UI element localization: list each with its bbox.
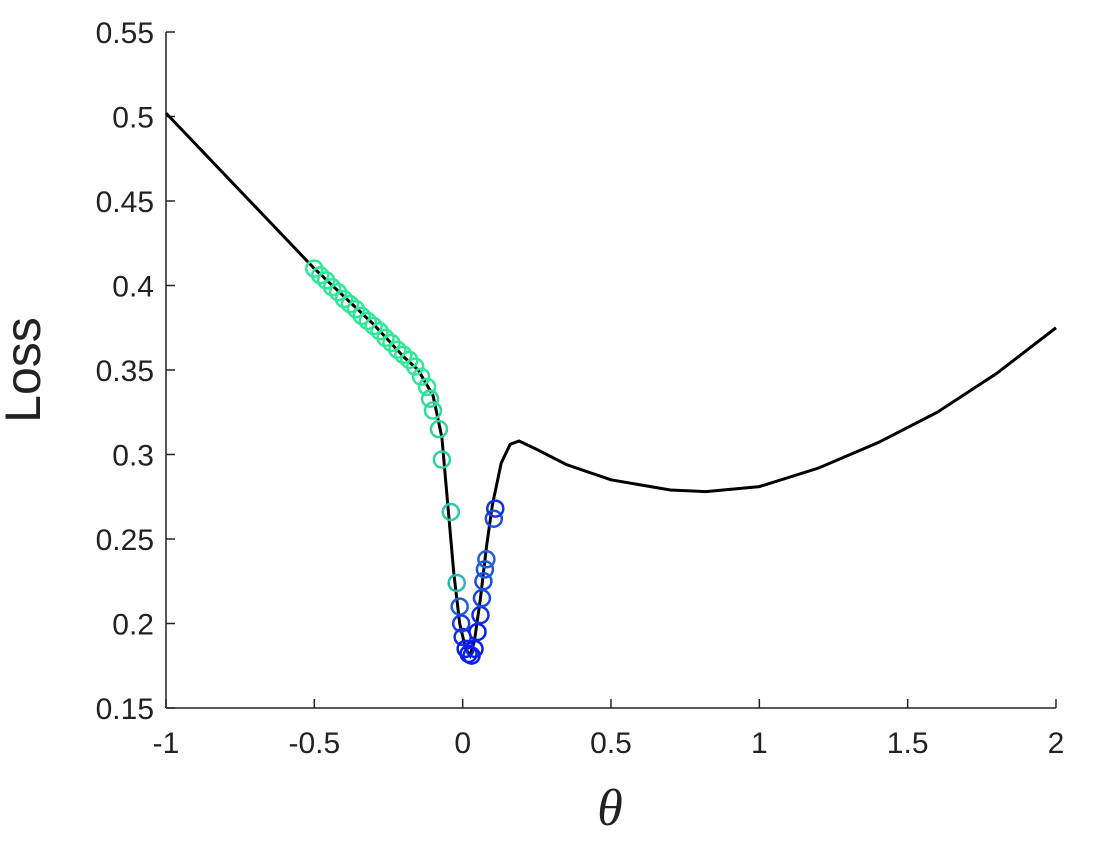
sample-point [322, 277, 342, 297]
sample-point [471, 605, 490, 625]
sample-point [475, 560, 495, 579]
sample-point [358, 311, 377, 331]
sample-point [484, 509, 504, 528]
sample-point [394, 345, 413, 365]
x-axis-label: θ [597, 780, 623, 837]
sample-point [311, 266, 330, 285]
sample-point [420, 389, 440, 408]
x-tick-label: 0 [454, 727, 471, 760]
y-tick-label: 0.2 [112, 609, 154, 642]
y-axis-label: Loss [0, 317, 51, 423]
y-tick-label: 0.45 [96, 186, 154, 219]
sample-point [432, 450, 452, 469]
sample-point [405, 357, 425, 376]
x-tick-label: 1 [751, 727, 768, 760]
sample-point [451, 614, 471, 633]
x-tick-label: 2 [1048, 727, 1065, 760]
sample-point [376, 328, 395, 348]
y-tick-label: 0.25 [96, 524, 154, 557]
sample-point [486, 499, 505, 518]
sample-point [474, 572, 493, 591]
sample-point [388, 340, 407, 359]
y-tick-label: 0.15 [96, 693, 154, 726]
sample-point [447, 573, 466, 593]
sample-point [340, 294, 360, 314]
sample-point [465, 639, 484, 659]
y-tick-label: 0.35 [96, 355, 154, 388]
sample-point [352, 306, 372, 326]
x-tick-label: 1.5 [887, 727, 929, 760]
sample-point [477, 550, 496, 569]
y-tick-label: 0.55 [96, 17, 154, 50]
y-tick-label: 0.4 [112, 271, 154, 304]
sample-point [364, 316, 383, 336]
sample-point [334, 289, 354, 309]
sample-point [411, 367, 431, 387]
sample-point [441, 502, 461, 522]
sample-point [468, 622, 487, 642]
y-tick-label: 0.3 [112, 440, 154, 473]
loss-curve [164, 112, 1057, 660]
x-tick-label: -1 [153, 727, 180, 760]
sample-point [423, 401, 443, 420]
y-tick-label: 0.5 [112, 102, 154, 135]
x-tick-label: 0.5 [590, 727, 632, 760]
sample-point [429, 419, 449, 439]
sample-point [417, 377, 437, 397]
x-tick-label: -0.5 [288, 727, 340, 760]
